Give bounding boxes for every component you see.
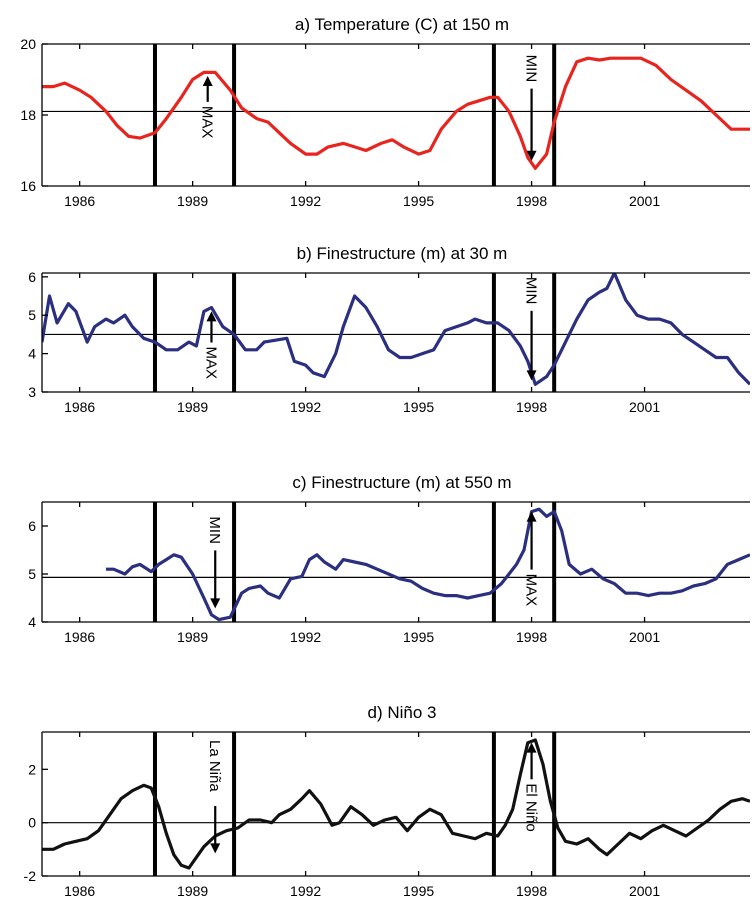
annotation-label: La Niña [206,740,223,792]
y-tick-label: 6 [28,518,36,534]
series-line [106,507,750,622]
series-line [42,738,750,870]
y-tick-label: 3 [28,384,36,400]
y-tick-label: 18 [20,107,36,123]
panel-title: d) Niño 3 [368,703,437,722]
annotation-arrow-head [210,598,221,609]
x-tick-label: 1992 [290,883,321,899]
panel-title: a) Temperature (C) at 150 m [295,15,509,34]
x-tick-label: 1995 [403,193,434,209]
annotation-2: MIN [523,55,540,161]
x-tick-label: 1995 [403,399,434,415]
series-line [42,56,750,170]
panel-title: b) Finestructure (m) at 30 m [297,244,508,263]
x-tick-label: 2001 [629,883,660,899]
panel-1: a) Temperature (C) at 150 m MAX MIN 16 18 20 1… [20,15,750,209]
annotation-1: MIN [206,516,223,609]
x-tick-label: 1986 [64,629,95,645]
annotation-arrow-head [202,75,213,86]
y-tick-label: 0 [28,815,36,831]
annotation-label: MAX [199,106,216,139]
x-tick-label: 1998 [516,629,547,645]
panel-title: c) Finestructure (m) at 550 m [292,473,511,492]
annotation-1: La Niña [206,740,223,854]
annotation-label: El Niño [523,783,540,831]
annotation-arrow-head [210,843,221,854]
x-tick-label: 1986 [64,399,95,415]
panel-4: d) Niño 3 La Niña El Niño -2 0 2 1986 1989 1992 1… [24,703,750,899]
y-tick-label: 4 [28,614,36,630]
series-line [42,273,750,386]
annotation-label: MAX [202,346,219,379]
y-tick-label: 2 [28,761,36,777]
x-tick-label: 1989 [177,399,208,415]
annotation-arrow-head [206,311,217,322]
y-tick-label: 20 [20,36,36,52]
x-tick-label: 1998 [516,193,547,209]
annotation-label: MAX [523,574,540,607]
x-tick-label: 1989 [177,193,208,209]
annotation-label: MIN [523,55,540,83]
annotation-label: MIN [206,516,223,544]
panel-3: c) Finestructure (m) at 550 m MIN MAX 4 5 6 19… [28,473,750,645]
annotation-arrow-head [526,370,537,381]
x-tick-label: 1989 [177,883,208,899]
y-tick-label: 6 [28,269,36,285]
panel-2: b) Finestructure (m) at 30 m MAX MIN 3 4 5 6 19… [28,244,750,415]
x-tick-label: 1992 [290,629,321,645]
annotation-1: MAX [199,75,216,139]
annotation-1: MAX [202,311,219,379]
annotation-label: MIN [523,277,540,305]
x-tick-label: 2001 [629,629,660,645]
y-tick-label: 5 [28,307,36,323]
x-tick-label: 1992 [290,193,321,209]
annotation-2: MAX [523,511,540,607]
x-tick-label: 2001 [629,193,660,209]
y-tick-label: 5 [28,566,36,582]
x-tick-label: 1992 [290,399,321,415]
annotation-arrow-head [526,742,537,753]
annotation-2: MIN [523,277,540,381]
x-tick-label: 1995 [403,629,434,645]
x-tick-label: 1995 [403,883,434,899]
annotation-arrow-head [526,511,537,522]
x-tick-label: 1986 [64,883,95,899]
y-tick-label: 4 [28,346,36,362]
annotation-2: El Niño [523,742,540,832]
y-tick-label: -2 [24,868,37,884]
x-tick-label: 1989 [177,629,208,645]
x-tick-label: 1998 [516,399,547,415]
y-tick-label: 16 [20,178,36,194]
x-tick-label: 1998 [516,883,547,899]
x-tick-label: 2001 [629,399,660,415]
x-tick-label: 1986 [64,193,95,209]
annotation-arrow-head [526,150,537,161]
